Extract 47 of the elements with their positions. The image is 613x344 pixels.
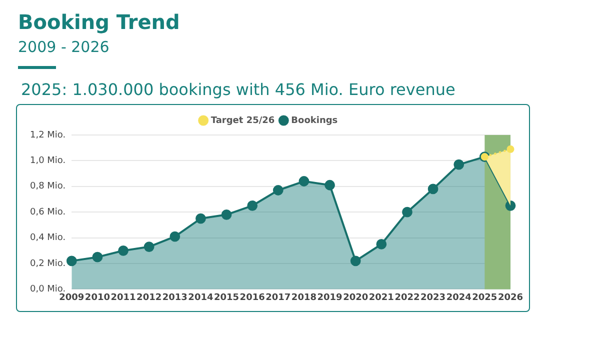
x-tick-label: 2016 bbox=[240, 292, 265, 303]
x-tick-label: 2012 bbox=[136, 292, 162, 303]
y-tick-label: 0,4 Mio. bbox=[30, 233, 66, 244]
x-tick-label: 2009 bbox=[59, 292, 84, 303]
chart-subtitle: 2009 - 2026 bbox=[18, 38, 110, 56]
y-tick-label: 1,0 Mio. bbox=[30, 156, 66, 166]
x-tick-label: 2019 bbox=[317, 292, 342, 303]
x-tick-label: 2013 bbox=[162, 292, 188, 303]
x-tick-label: 2014 bbox=[188, 292, 214, 303]
legend-label: Target 25/26 bbox=[210, 116, 275, 126]
point bbox=[196, 213, 206, 224]
point bbox=[272, 185, 284, 196]
point bbox=[144, 242, 154, 252]
point bbox=[66, 256, 77, 266]
x-tick-label: 2015 bbox=[214, 292, 240, 303]
point bbox=[402, 206, 412, 218]
point bbox=[428, 184, 438, 194]
x-tick-label: 2018 bbox=[291, 292, 316, 303]
x-tick-label: 2010 bbox=[84, 292, 110, 303]
x-tick-label: 2017 bbox=[266, 292, 291, 303]
point bbox=[376, 239, 387, 250]
point bbox=[298, 176, 310, 186]
y-tick-label: 0,8 Mio. bbox=[30, 182, 66, 192]
point bbox=[170, 231, 180, 242]
x-tick-label: 2023 bbox=[420, 292, 446, 303]
point bbox=[118, 245, 128, 256]
point bbox=[506, 145, 514, 153]
legend-label: Bookings bbox=[291, 116, 338, 126]
x-tick-label: 2024 bbox=[446, 292, 472, 303]
point bbox=[324, 180, 335, 190]
x-tick-label: 2011 bbox=[110, 292, 136, 303]
chart-title: Booking Trend bbox=[18, 10, 180, 34]
y-tick-label: 0,2 Mio. bbox=[30, 258, 66, 269]
y-tick-label: 0,6 Mio. bbox=[30, 207, 66, 218]
x-tick-label: 2025 bbox=[472, 292, 498, 303]
x-tick-label: 2020 bbox=[343, 292, 368, 303]
point bbox=[505, 200, 516, 211]
point bbox=[247, 200, 258, 211]
point bbox=[350, 256, 361, 266]
point bbox=[454, 159, 464, 170]
y-tick-label: 1,2 Mio. bbox=[30, 130, 66, 140]
point bbox=[92, 252, 103, 262]
x-tick-label: 2026 bbox=[498, 292, 524, 303]
x-tick-label: 2021 bbox=[368, 292, 394, 303]
text: 2025: 1.030.000 bookings with 456 Mio. Euro revenue bbox=[21, 80, 456, 99]
x-tick-label: 2022 bbox=[394, 292, 420, 303]
point bbox=[221, 209, 232, 220]
